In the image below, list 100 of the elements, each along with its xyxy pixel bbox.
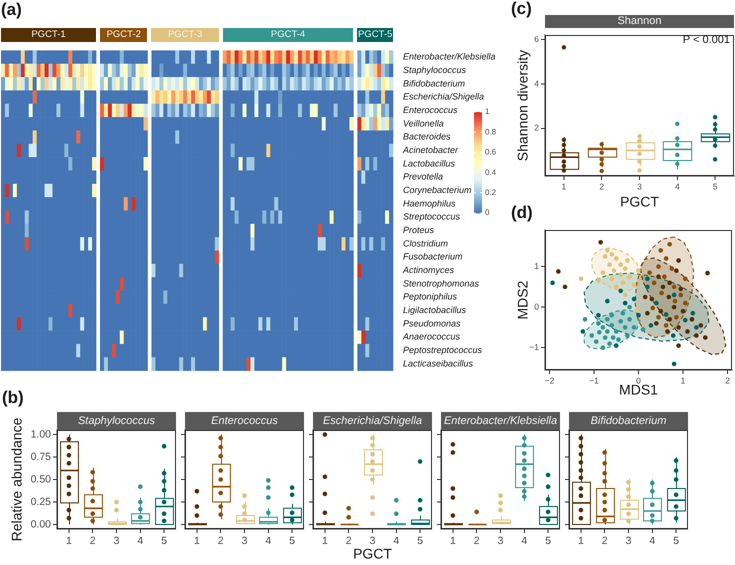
x-tick-label: −1: [589, 375, 600, 386]
point: [660, 284, 666, 290]
text: (c): [511, 0, 532, 18]
y-tick-label: 0.75: [30, 450, 52, 463]
point: [694, 325, 699, 330]
point: [678, 286, 684, 292]
point: [596, 321, 601, 326]
chart-title: Shannon: [617, 15, 662, 27]
point: [602, 335, 608, 340]
chart-title: Staphylococcus: [78, 414, 156, 426]
point: [658, 308, 664, 314]
point: [645, 310, 650, 316]
point: [622, 292, 628, 298]
point: [685, 329, 690, 334]
point: [600, 270, 606, 275]
point: [594, 339, 599, 344]
point: [636, 268, 641, 273]
y-tick-label: Proteus: [403, 225, 435, 236]
x-tick-label: 3: [498, 535, 504, 548]
point: [550, 280, 555, 286]
x-tick-label: 2: [602, 535, 608, 548]
x-tick-label: 1: [578, 535, 584, 548]
y-tick-label: 4: [534, 78, 540, 88]
point: [682, 276, 688, 282]
x-tick-label: 3: [626, 535, 632, 548]
chart-title: Enterococcus: [211, 414, 278, 426]
chart-title: Escherichia/Shigella: [322, 414, 422, 426]
y-tick-label: Clostridium: [403, 238, 449, 248]
y-tick-label: 2: [534, 122, 540, 133]
point: [636, 312, 641, 318]
point: [674, 268, 679, 273]
x-tick-label: 2: [218, 535, 224, 548]
x-axis-title: PGCT: [353, 545, 392, 562]
y-tick-label: Peptostreptococcus: [403, 345, 483, 356]
point: [622, 325, 628, 330]
y-tick-label: Staphylococcus: [403, 64, 467, 75]
y-tick-label: 0.50: [30, 473, 52, 486]
text: (d): [511, 203, 533, 222]
point: [645, 276, 650, 282]
point: [625, 258, 630, 263]
x-tick-label: 3: [637, 181, 642, 192]
y-tick-label: 0: [534, 301, 540, 312]
text: PGCT-2: [106, 29, 141, 40]
point: [672, 362, 676, 366]
y-tick-label: Prevotella: [403, 172, 444, 182]
point: [614, 256, 619, 261]
point: [690, 310, 696, 316]
point: [627, 317, 632, 322]
color-bar-label: 0.4: [485, 168, 497, 177]
point: [627, 274, 632, 280]
x-tick-label: 1: [66, 535, 72, 548]
x-tick-label: 2: [599, 181, 604, 192]
x-tick-label: 5: [712, 181, 718, 192]
point: [616, 337, 621, 342]
point: [654, 300, 659, 306]
point: [690, 317, 694, 322]
point: [627, 304, 632, 310]
x-tick-label: 1: [194, 535, 200, 548]
text: (a): [1, 0, 22, 19]
y-tick-label: Corynebacterium: [403, 184, 472, 195]
point: [640, 327, 646, 332]
y-tick-label: 0.25: [30, 496, 52, 508]
point: [618, 288, 623, 294]
point: [659, 290, 664, 296]
x-tick-label: 5: [673, 535, 680, 548]
y-tick-label: Veillonella: [403, 118, 444, 128]
point: [656, 264, 661, 269]
point: [580, 329, 586, 334]
y-tick-label: 1.00: [30, 428, 52, 440]
point: [642, 294, 648, 300]
chart-title: Bifidobacterium: [590, 414, 666, 426]
point: [614, 284, 619, 290]
point: [596, 312, 601, 318]
y-tick-label: Escherichia/Shigella: [403, 92, 484, 102]
point: [672, 292, 676, 298]
point: [602, 254, 608, 259]
point: [609, 323, 614, 328]
point: [614, 329, 619, 334]
x-tick-label: 4: [649, 535, 656, 548]
x-tick-label: 3: [242, 535, 248, 548]
point: [664, 312, 668, 317]
x-tick-label: 4: [265, 535, 272, 548]
point: [662, 274, 667, 280]
y-tick-label: Lacticaseibacillus: [403, 358, 474, 368]
point: [607, 262, 612, 267]
y-axis-title: Relative abundance: [8, 417, 24, 542]
y-tick-label: −1: [529, 342, 540, 352]
y-tick-label: Ligilactobacillus: [403, 305, 467, 316]
x-tick-label: 3: [370, 535, 376, 548]
point: [680, 308, 686, 314]
x-tick-label: 1: [322, 535, 328, 548]
point: [666, 294, 672, 300]
point: [562, 284, 568, 290]
point: [612, 268, 616, 273]
text: PGCT-3: [168, 29, 202, 40]
point: [605, 298, 610, 304]
point: [620, 310, 626, 316]
point: [605, 329, 610, 334]
point: [598, 240, 603, 245]
x-tick-label: 5: [545, 535, 552, 548]
